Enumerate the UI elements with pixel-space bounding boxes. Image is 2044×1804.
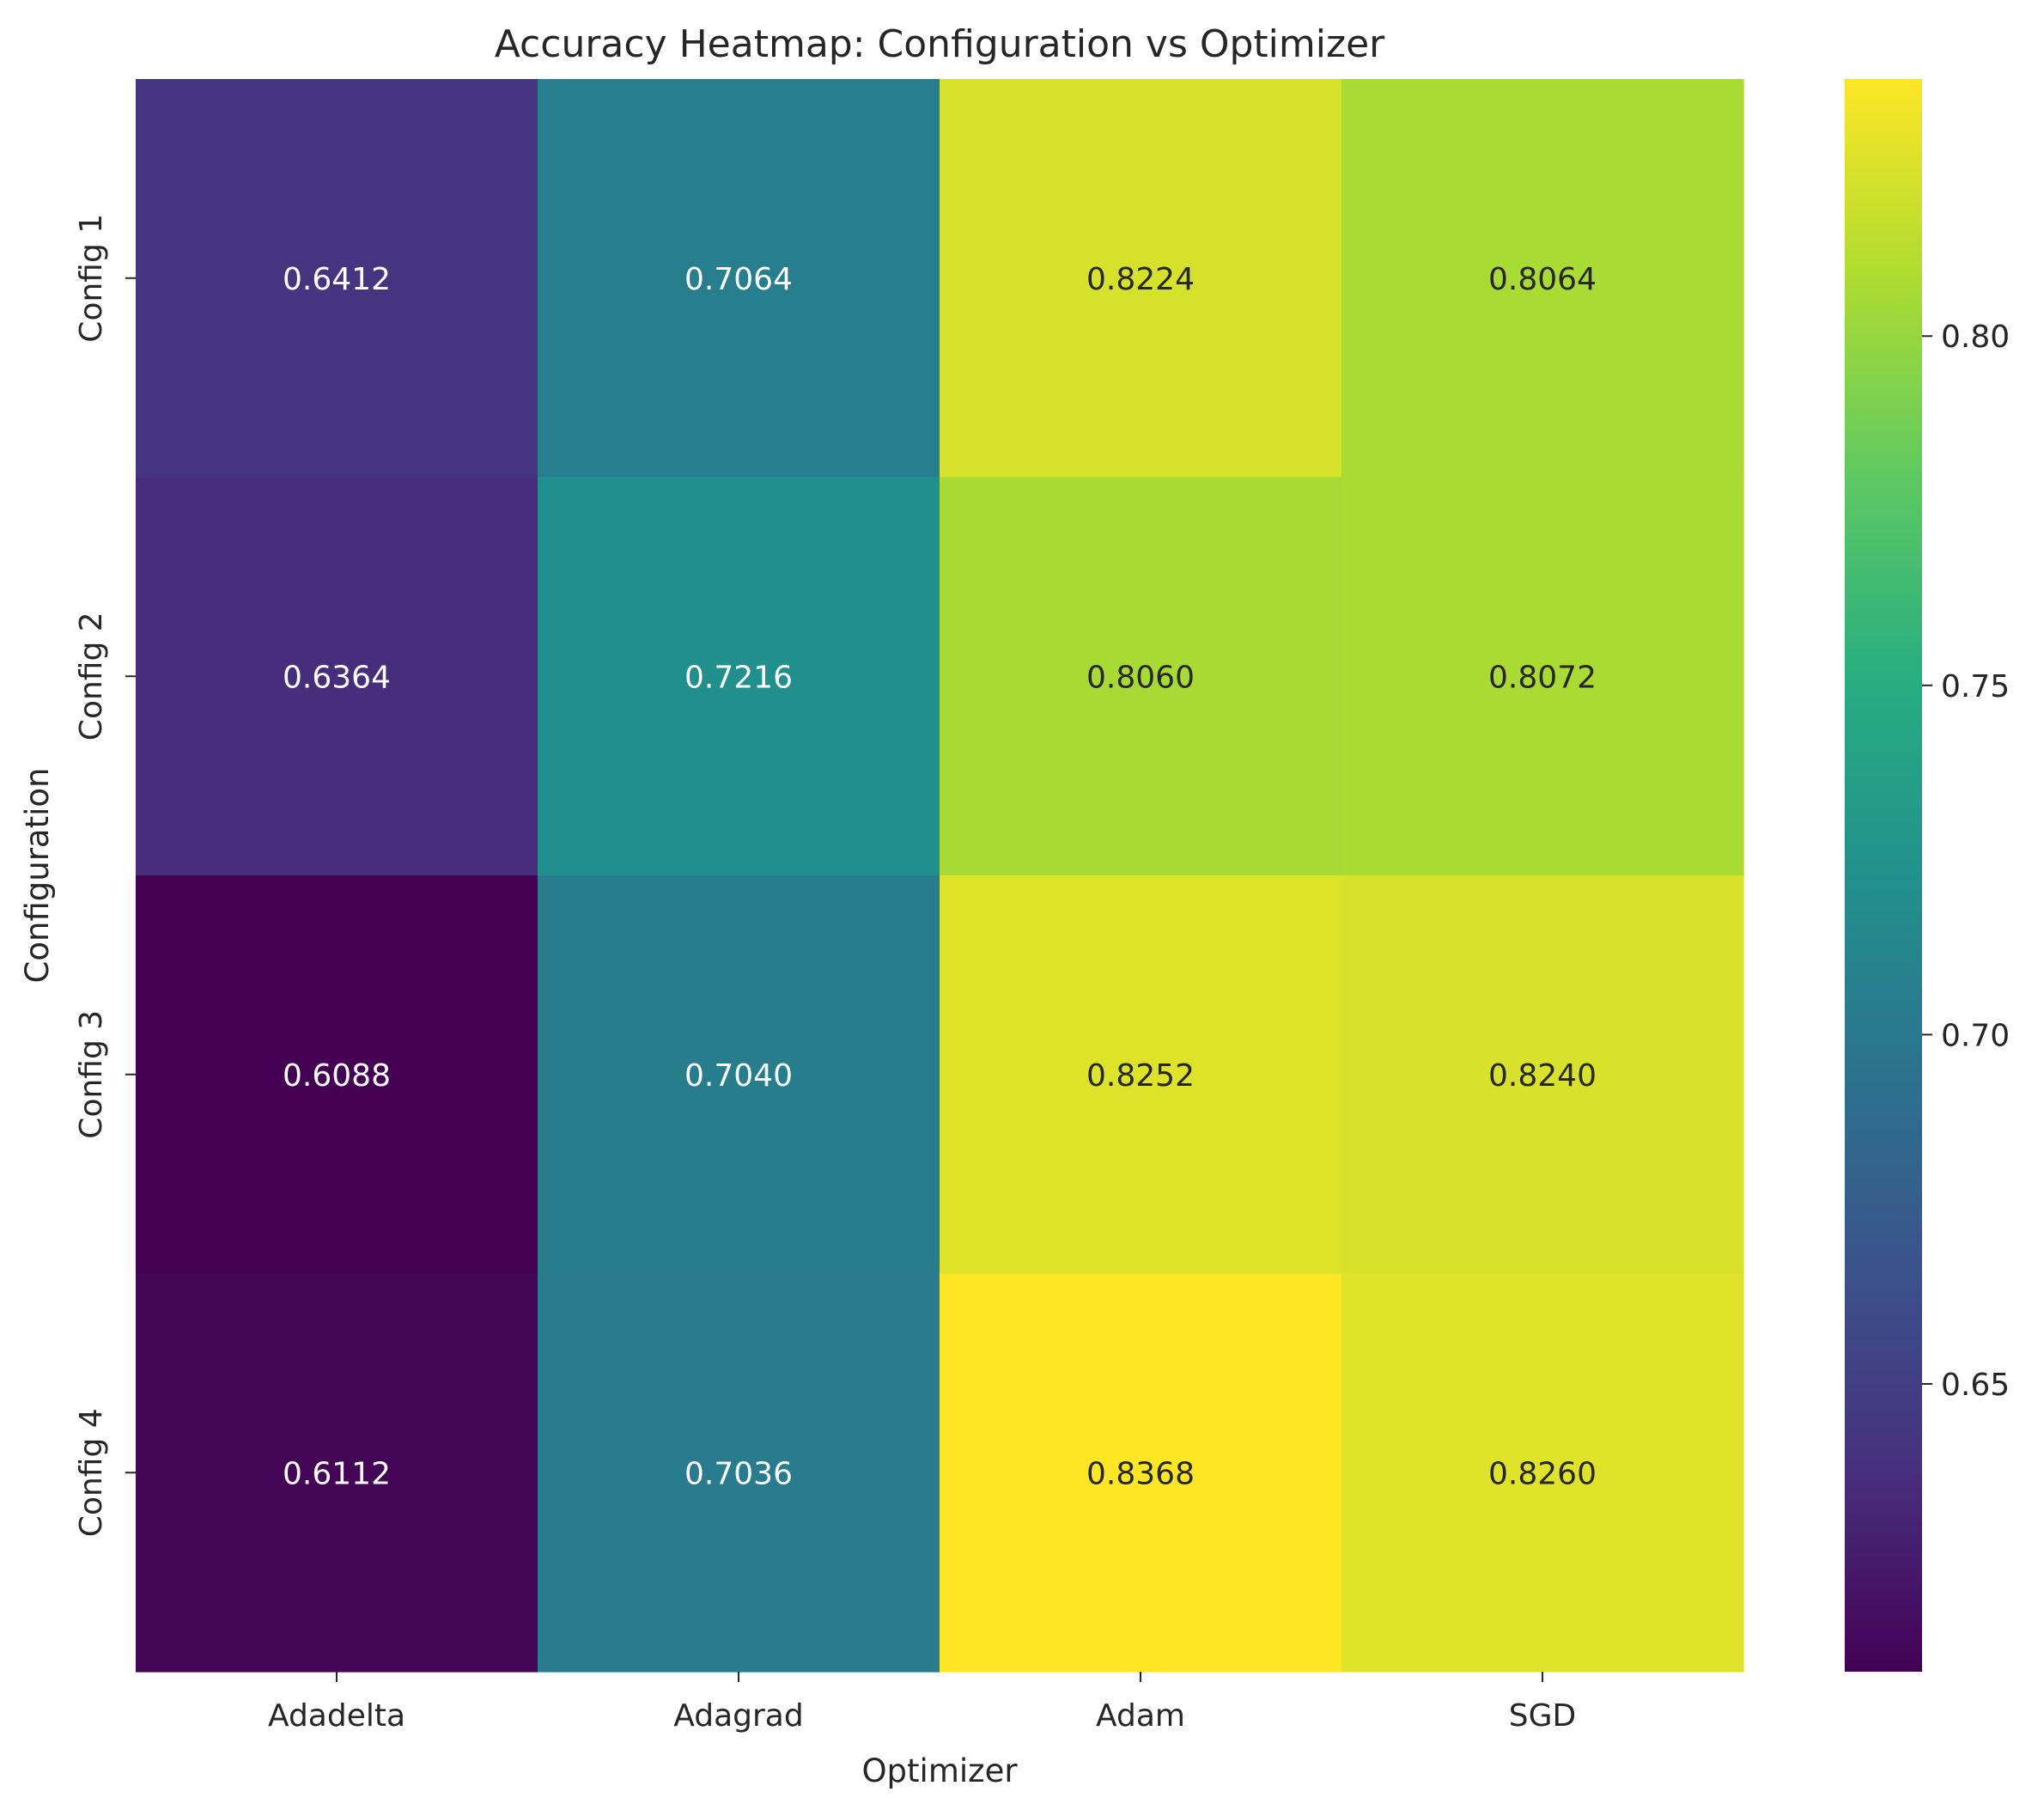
cell-value-label: 0.7064 (684, 262, 793, 297)
heatmap-cell (538, 1273, 940, 1673)
cell-value-label: 0.8072 (1488, 660, 1597, 695)
cell-annotations: 0.6412 0.7064 0.8224 0.8064 0.6364 0.7216 0.80… (283, 262, 1597, 1492)
cell-value-label: 0.7216 (684, 660, 793, 695)
heatmap-cell (136, 79, 538, 478)
x-tick-label: Adagrad (673, 1698, 803, 1734)
cell-value-label: 0.8224 (1086, 262, 1195, 297)
x-tick-label: SGD (1509, 1698, 1576, 1734)
heatmap-cell (1341, 1273, 1744, 1673)
heatmap-cell (136, 875, 538, 1275)
heatmap-cell (538, 477, 940, 876)
cell-value-label: 0.7040 (684, 1058, 793, 1094)
cell-value-label: 0.6364 (283, 660, 391, 695)
cell-value-label: 0.6412 (283, 262, 391, 297)
cell-value-label: 0.8260 (1488, 1456, 1597, 1491)
colorbar-tick-label: 0.65 (1941, 1368, 2010, 1403)
colorbar: 0.65 0.70 0.75 0.80 (1845, 79, 2010, 1672)
heatmap-cell (1341, 477, 1744, 876)
heatmap-cells (136, 79, 1744, 1673)
cell-value-label: 0.6088 (283, 1058, 391, 1094)
colorbar-tick-label: 0.70 (1941, 1018, 2010, 1053)
colorbar-gradient (1845, 79, 1922, 1672)
cell-value-label: 0.8240 (1488, 1058, 1597, 1094)
y-tick-label: Config 3 (74, 1010, 109, 1139)
y-axis-title: Configuration (19, 768, 56, 984)
heatmap-cell (1341, 79, 1744, 478)
x-axis-title: Optimizer (861, 1752, 1018, 1789)
heatmap-cell (136, 477, 538, 876)
x-tick-label: Adadelta (268, 1698, 405, 1734)
y-tick-label: Config 1 (74, 214, 109, 343)
chart-title: Accuracy Heatmap: Configuration vs Optim… (495, 22, 1385, 66)
colorbar-tick-label: 0.75 (1941, 669, 2010, 704)
x-axis: Adadelta Adagrad Adam SGD (268, 1672, 1576, 1734)
heatmap-cell (940, 79, 1342, 478)
heatmap-cell (1341, 875, 1744, 1275)
cell-value-label: 0.6112 (283, 1456, 391, 1491)
heatmap-cell (136, 1273, 538, 1673)
x-tick-label: Adam (1096, 1698, 1185, 1734)
y-tick-label: Config 2 (74, 612, 109, 740)
cell-value-label: 0.8064 (1488, 262, 1597, 297)
heatmap-cell (940, 875, 1342, 1275)
cell-value-label: 0.8060 (1086, 660, 1195, 695)
y-tick-label: Config 4 (74, 1408, 109, 1537)
cell-value-label: 0.8252 (1086, 1058, 1195, 1094)
heatmap-cell (538, 875, 940, 1275)
cell-value-label: 0.8368 (1086, 1456, 1195, 1491)
heatmap-cell (940, 477, 1342, 876)
heatmap-cell (940, 1273, 1342, 1673)
cell-value-label: 0.7036 (684, 1456, 793, 1491)
y-axis: Config 1 Config 2 Config 3 Config 4 (74, 214, 136, 1537)
heatmap-cell (538, 79, 940, 478)
colorbar-tick-label: 0.80 (1941, 320, 2010, 355)
